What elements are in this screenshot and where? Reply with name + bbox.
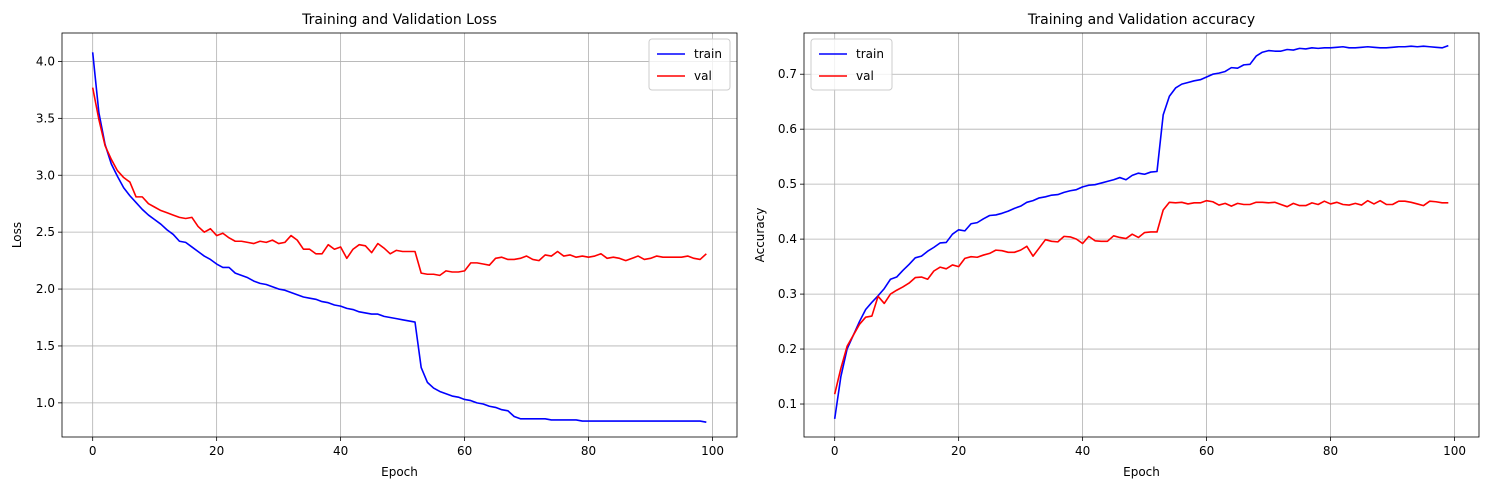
accuracy-series: [833, 44, 1449, 419]
accuracy-y-tick-label: 0.4: [778, 232, 797, 246]
loss-x-tick-label: 0: [89, 444, 97, 458]
accuracy-x-tick-label: 0: [831, 444, 839, 458]
loss-x-tick-label: 100: [701, 444, 724, 458]
accuracy-y-tick-label: 0.3: [778, 287, 797, 301]
loss-x-axis-label: Epoch: [381, 465, 418, 479]
accuracy-x-axis-label: Epoch: [1123, 465, 1160, 479]
accuracy-y-axis-label: Accuracy: [753, 208, 767, 263]
accuracy-plot-frame: [803, 32, 1480, 438]
accuracy-x-tick-label: 60: [1199, 444, 1214, 458]
accuracy-x-tick-label: 40: [1075, 444, 1090, 458]
loss-y-tick-label: 2.0: [36, 282, 55, 296]
loss-legend-train-label: train: [694, 47, 722, 61]
loss-series: [91, 52, 707, 423]
loss-x-tick-label: 40: [333, 444, 348, 458]
accuracy-y-tick-label: 0.6: [778, 122, 797, 136]
accuracy-ticks: 0 20 40 60 80 100 0.1 0.2 0.3 0.4 0.5 0.6 0.7: [778, 67, 1466, 458]
accuracy-x-tick-label: 80: [1323, 444, 1338, 458]
loss-y-axis-label: Loss: [10, 222, 24, 248]
loss-ticks: 0 20 40 60 80 100 1.0 1.5 2.0 2.5 3.0 3.5 4.0: [36, 54, 724, 458]
accuracy-y-tick-label: 0.5: [778, 177, 797, 191]
accuracy-legend-box: [810, 38, 893, 91]
accuracy-y-tick-label: 0.2: [778, 342, 797, 356]
accuracy-val-line: [833, 199, 1449, 395]
loss-chart-title: Training and Validation Loss: [301, 12, 497, 28]
accuracy-x-tick-label: 20: [951, 444, 966, 458]
loss-x-tick-label: 20: [209, 444, 224, 458]
loss-legend: train val: [648, 38, 731, 91]
loss-y-tick-label: 1.5: [36, 339, 55, 353]
loss-train-line: [91, 52, 707, 423]
loss-x-tick-label: 80: [581, 444, 596, 458]
loss-y-tick-label: 4.0: [36, 54, 55, 68]
loss-legend-val-label: val: [694, 69, 712, 83]
loss-y-tick-label: 1.0: [36, 396, 55, 410]
loss-grid: [62, 33, 737, 437]
accuracy-chart-title: Training and Validation accuracy: [1027, 12, 1255, 28]
accuracy-legend-train-label: train: [856, 47, 884, 61]
accuracy-grid: [804, 33, 1479, 437]
accuracy-y-tick-label: 0.1: [778, 397, 797, 411]
accuracy-y-tick-label: 0.7: [778, 67, 797, 81]
accuracy-x-tick-label: 100: [1443, 444, 1466, 458]
loss-y-tick-label: 3.5: [36, 111, 55, 125]
loss-y-tick-label: 2.5: [36, 225, 55, 239]
accuracy-legend: train val: [810, 38, 893, 91]
loss-plot-frame: [61, 32, 738, 438]
loss-chart-panel: 0 20 40 60 80 100 1.0 1.5 2.0 2.5 3.0 3.5 4.0 Traini…: [10, 12, 738, 479]
loss-val-line: [91, 87, 707, 277]
accuracy-train-line: [833, 44, 1449, 419]
loss-y-tick-label: 3.0: [36, 168, 55, 182]
loss-x-tick-label: 60: [457, 444, 472, 458]
accuracy-legend-val-label: val: [856, 69, 874, 83]
loss-legend-box: [648, 38, 731, 91]
accuracy-chart-panel: 0 20 40 60 80 100 0.1 0.2 0.3 0.4 0.5 0.6 0.7 Traini…: [753, 12, 1480, 479]
